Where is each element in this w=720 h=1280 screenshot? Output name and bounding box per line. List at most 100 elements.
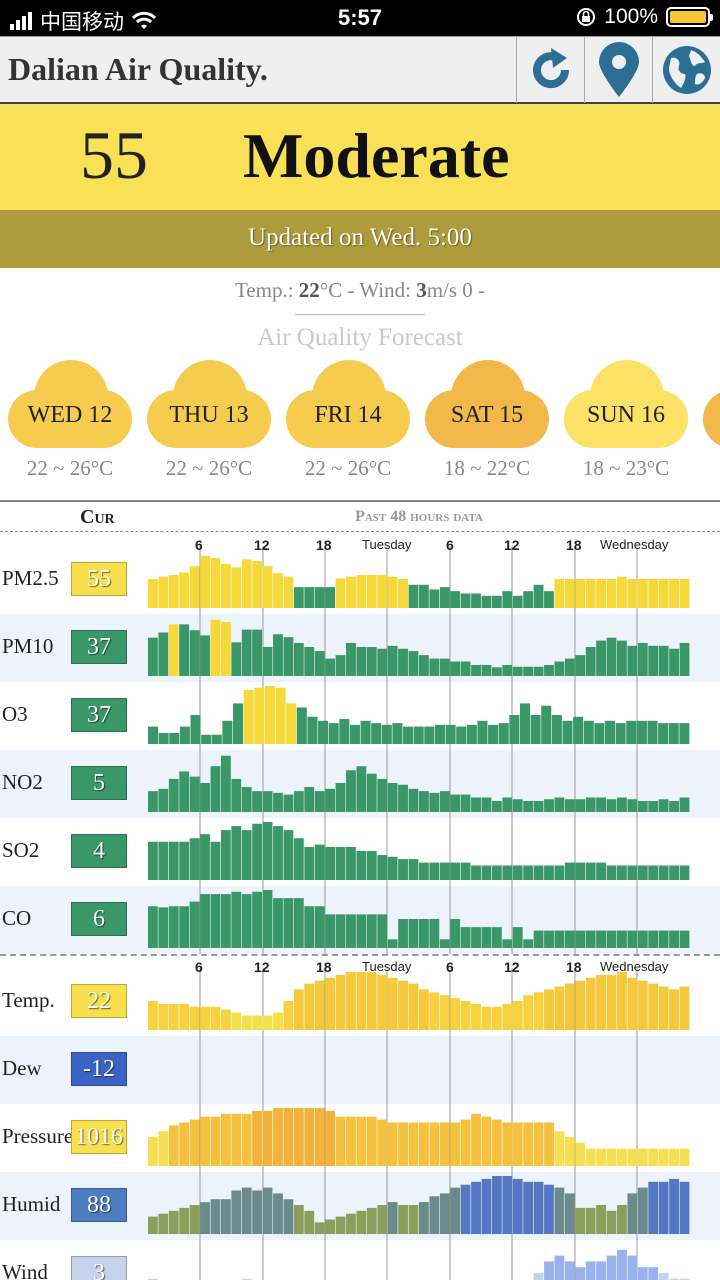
data-bar <box>429 1122 440 1166</box>
metric-row[interactable]: Humid 88 <box>0 1172 720 1240</box>
forecast-row[interactable]: WED 12 22 ~ 26°C THU 13 22 ~ 26°C FRI 14 22 ~… <box>0 360 720 490</box>
globe-icon <box>662 46 711 94</box>
data-bar <box>241 1015 252 1030</box>
data-bar <box>189 1119 200 1166</box>
data-bar <box>360 720 371 744</box>
forecast-day[interactable]: FRI 14 22 ~ 26°C <box>286 360 412 490</box>
metric-row[interactable]: SO2 4 <box>0 818 720 886</box>
battery-icon <box>666 7 713 27</box>
data-bar <box>471 1003 481 1030</box>
data-bar <box>148 1216 158 1234</box>
data-bar <box>471 865 481 880</box>
data-bar <box>533 930 544 948</box>
metric-row[interactable]: O3 37 <box>0 682 720 750</box>
data-bar <box>636 720 647 744</box>
data-bar <box>573 716 584 744</box>
forecast-day[interactable] <box>703 360 720 490</box>
data-bar <box>575 1207 586 1234</box>
aqi-level: Moderate <box>243 120 510 191</box>
data-bar <box>179 841 190 880</box>
data-bar <box>679 797 690 812</box>
data-bar <box>356 1116 367 1166</box>
data-bar <box>491 1006 502 1030</box>
metric-row[interactable]: Pressure 1016 <box>0 1104 720 1172</box>
data-bar <box>533 1122 544 1166</box>
data-bar <box>398 1205 408 1234</box>
metric-row[interactable]: CO 6 <box>0 886 720 954</box>
forecast-day[interactable]: WED 12 22 ~ 26°C <box>8 360 134 490</box>
data-bar <box>408 651 419 676</box>
data-bar <box>231 891 242 948</box>
data-bar <box>398 980 408 1030</box>
data-bar <box>189 1006 200 1030</box>
data-bar <box>273 1193 283 1234</box>
data-bar <box>366 773 377 812</box>
forecast-day[interactable]: SAT 15 18 ~ 22°C <box>425 360 551 490</box>
data-bar <box>241 629 252 676</box>
data-bar <box>544 664 554 676</box>
metric-current-value: 37 <box>71 630 127 664</box>
time-tick-label: 6 <box>446 959 454 975</box>
globe-button[interactable] <box>652 37 720 103</box>
location-button[interactable] <box>584 37 652 103</box>
data-bar <box>220 894 231 948</box>
data-bar <box>460 1001 471 1030</box>
forecast-day[interactable]: THU 13 22 ~ 26°C <box>147 360 273 490</box>
data-bar <box>233 703 244 744</box>
forecast-day[interactable]: SUN 16 18 ~ 23°C <box>564 360 690 490</box>
data-bar <box>564 799 575 812</box>
data-bar <box>189 566 200 608</box>
data-bar <box>387 977 398 1030</box>
data-bar <box>220 1199 231 1234</box>
data-bar <box>231 567 242 608</box>
metric-row[interactable]: Dew -12 <box>0 1036 720 1104</box>
data-bar <box>148 841 158 880</box>
metric-current-value: 55 <box>71 562 127 596</box>
data-bar <box>325 846 336 880</box>
data-bar <box>158 1003 169 1030</box>
data-bar <box>158 788 169 812</box>
data-bar <box>222 720 233 744</box>
metric-row[interactable]: NO2 5 <box>0 750 720 818</box>
data-bar <box>583 720 594 744</box>
data-bar <box>231 826 242 880</box>
data-bar <box>158 841 169 880</box>
data-bar <box>564 1261 575 1280</box>
data-bar <box>648 645 659 676</box>
data-bar <box>356 574 367 608</box>
metric-row[interactable]: Temp. 22 <box>0 968 720 1036</box>
cloud-icon <box>286 360 412 450</box>
data-bar <box>419 791 429 812</box>
refresh-button[interactable] <box>516 37 584 103</box>
data-bar <box>387 576 398 608</box>
metric-label: SO2 <box>2 838 40 862</box>
data-bar <box>387 645 398 676</box>
data-bar <box>498 723 509 744</box>
data-bar <box>210 841 221 880</box>
data-bar <box>419 655 429 676</box>
metric-label: Pressure <box>2 1124 74 1148</box>
data-bar <box>275 687 286 744</box>
data-bar <box>450 794 461 812</box>
forecast-temp-range: 18 ~ 23°C <box>582 456 670 480</box>
forecast-temp-range: 22 ~ 26°C <box>26 456 114 480</box>
data-bar <box>346 576 356 608</box>
data-bar <box>419 1202 429 1234</box>
data-bar <box>241 1187 252 1234</box>
forecast-day-label: WED 12 <box>27 402 113 428</box>
data-bar <box>617 1148 627 1166</box>
data-bar <box>606 865 617 880</box>
data-bar <box>562 720 573 744</box>
metric-row[interactable]: PM10 37 <box>0 614 720 682</box>
data-bar <box>585 1148 596 1166</box>
metric-row[interactable]: PM2.5 55 <box>0 546 720 614</box>
data-bar <box>220 1113 231 1166</box>
data-bar <box>544 930 554 948</box>
metric-row[interactable]: Wind 3 <box>0 1240 720 1280</box>
data-bar <box>168 624 179 676</box>
data-bar <box>387 939 398 948</box>
data-bar <box>502 939 513 948</box>
data-bar <box>523 865 534 880</box>
data-bar <box>346 1213 356 1234</box>
data-bar <box>283 898 294 948</box>
